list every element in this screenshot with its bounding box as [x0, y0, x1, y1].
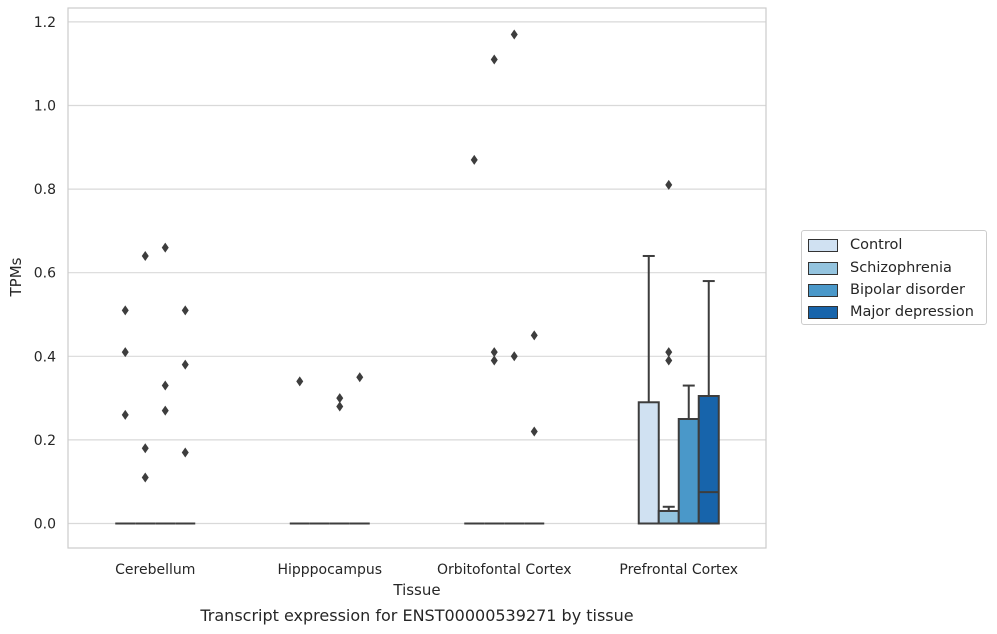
outlier-point	[141, 250, 149, 261]
chart-caption: Transcript expression for ENST0000053927…	[200, 606, 634, 625]
legend-swatch-schizophrenia	[808, 261, 838, 275]
box-body	[657, 509, 680, 525]
x-tick-label: Orbitofontal Cortex	[437, 562, 572, 578]
box-body	[697, 395, 720, 525]
outlier-point	[510, 351, 518, 362]
outlier-point	[121, 409, 129, 420]
box-cerebellum-bipolar-disorder	[155, 242, 176, 525]
outlier-point	[530, 426, 538, 437]
outlier-point	[181, 359, 189, 370]
legend-item-schizophrenia: Schizophrenia	[808, 258, 952, 278]
box-prefrontal-cortex-schizophrenia	[657, 179, 680, 525]
outlier-point	[490, 355, 498, 366]
box-prefrontal-cortex-major-depression	[697, 280, 720, 525]
y-tick-label: 0.6	[34, 266, 56, 282]
box-body	[637, 401, 660, 525]
tick-labels: 0.0 0.2 0.4 0.6 0.8 1.0 1.2 Cerebellum Hipppocam…	[34, 15, 738, 578]
legend-swatch-major-depression	[808, 305, 838, 319]
outlier-point	[665, 179, 673, 190]
box-hipppocampus-bipolar-disorder	[329, 393, 350, 525]
plot-area	[67, 7, 767, 549]
outlier-point	[141, 472, 149, 483]
legend-label-control: Control	[850, 237, 903, 253]
box-orbitofontal-cortex-bipolar-disorder	[504, 29, 525, 525]
outlier-point	[490, 54, 498, 65]
outlier-point	[510, 29, 518, 40]
box-cerebellum-major-depression	[175, 305, 196, 525]
y-tick-label: 0.4	[34, 349, 56, 365]
outlier-point	[121, 347, 129, 358]
box-cerebellum-schizophrenia	[135, 250, 156, 525]
outlier-point	[161, 380, 169, 391]
gridlines	[68, 21, 766, 525]
outlier-point	[296, 376, 304, 387]
y-tick-label: 0.2	[34, 433, 56, 449]
outlier-point	[336, 401, 344, 412]
x-tick-label: Cerebellum	[115, 562, 195, 578]
legend-label-bipolar-disorder: Bipolar disorder	[850, 282, 965, 298]
x-tick-label: Prefrontal Cortex	[619, 562, 738, 578]
outlier-point	[530, 330, 538, 341]
box-prefrontal-cortex-bipolar-disorder	[677, 384, 700, 525]
y-tick-label: 1.0	[34, 99, 56, 115]
legend-label-schizophrenia: Schizophrenia	[850, 260, 952, 276]
box-prefrontal-cortex-control	[637, 254, 660, 525]
legend-item-control: Control	[808, 235, 902, 255]
outlier-point	[161, 405, 169, 416]
x-axis-label: Tissue	[392, 581, 440, 599]
outlier-point	[665, 347, 673, 358]
boxes	[115, 29, 720, 525]
y-tick-label: 0.8	[34, 182, 56, 198]
outlier-point	[470, 154, 478, 165]
outlier-point	[356, 372, 364, 383]
outlier-point	[336, 393, 344, 404]
y-axis-label: TPMs	[7, 257, 25, 297]
legend-label-major-depression: Major depression	[850, 304, 974, 320]
legend-swatch-control	[808, 238, 838, 252]
outlier-point	[181, 447, 189, 458]
legend-item-major-depression: Major depression	[808, 302, 974, 322]
box-hipppocampus-major-depression	[349, 372, 370, 525]
y-tick-label: 1.2	[34, 15, 56, 31]
box-orbitofontal-cortex-schizophrenia	[484, 54, 505, 525]
outlier-point	[490, 347, 498, 358]
x-tick-label: Hipppocampus	[277, 562, 382, 578]
legend-item-bipolar-disorder: Bipolar disorder	[808, 280, 965, 300]
y-tick-label: 0.0	[34, 517, 56, 533]
box-body	[677, 418, 700, 525]
legend: Control Schizophrenia Bipolar disorder M…	[801, 230, 987, 325]
box-cerebellum-control	[115, 305, 136, 525]
outlier-point	[141, 443, 149, 454]
box-hipppocampus-control	[289, 376, 310, 525]
outlier-point	[665, 355, 673, 366]
legend-swatch-bipolar-disorder	[808, 283, 838, 297]
box-orbitofontal-cortex-control	[464, 154, 485, 525]
outlier-point	[121, 305, 129, 316]
outlier-point	[161, 242, 169, 253]
box-orbitofontal-cortex-major-depression	[524, 330, 545, 525]
outlier-point	[181, 305, 189, 316]
